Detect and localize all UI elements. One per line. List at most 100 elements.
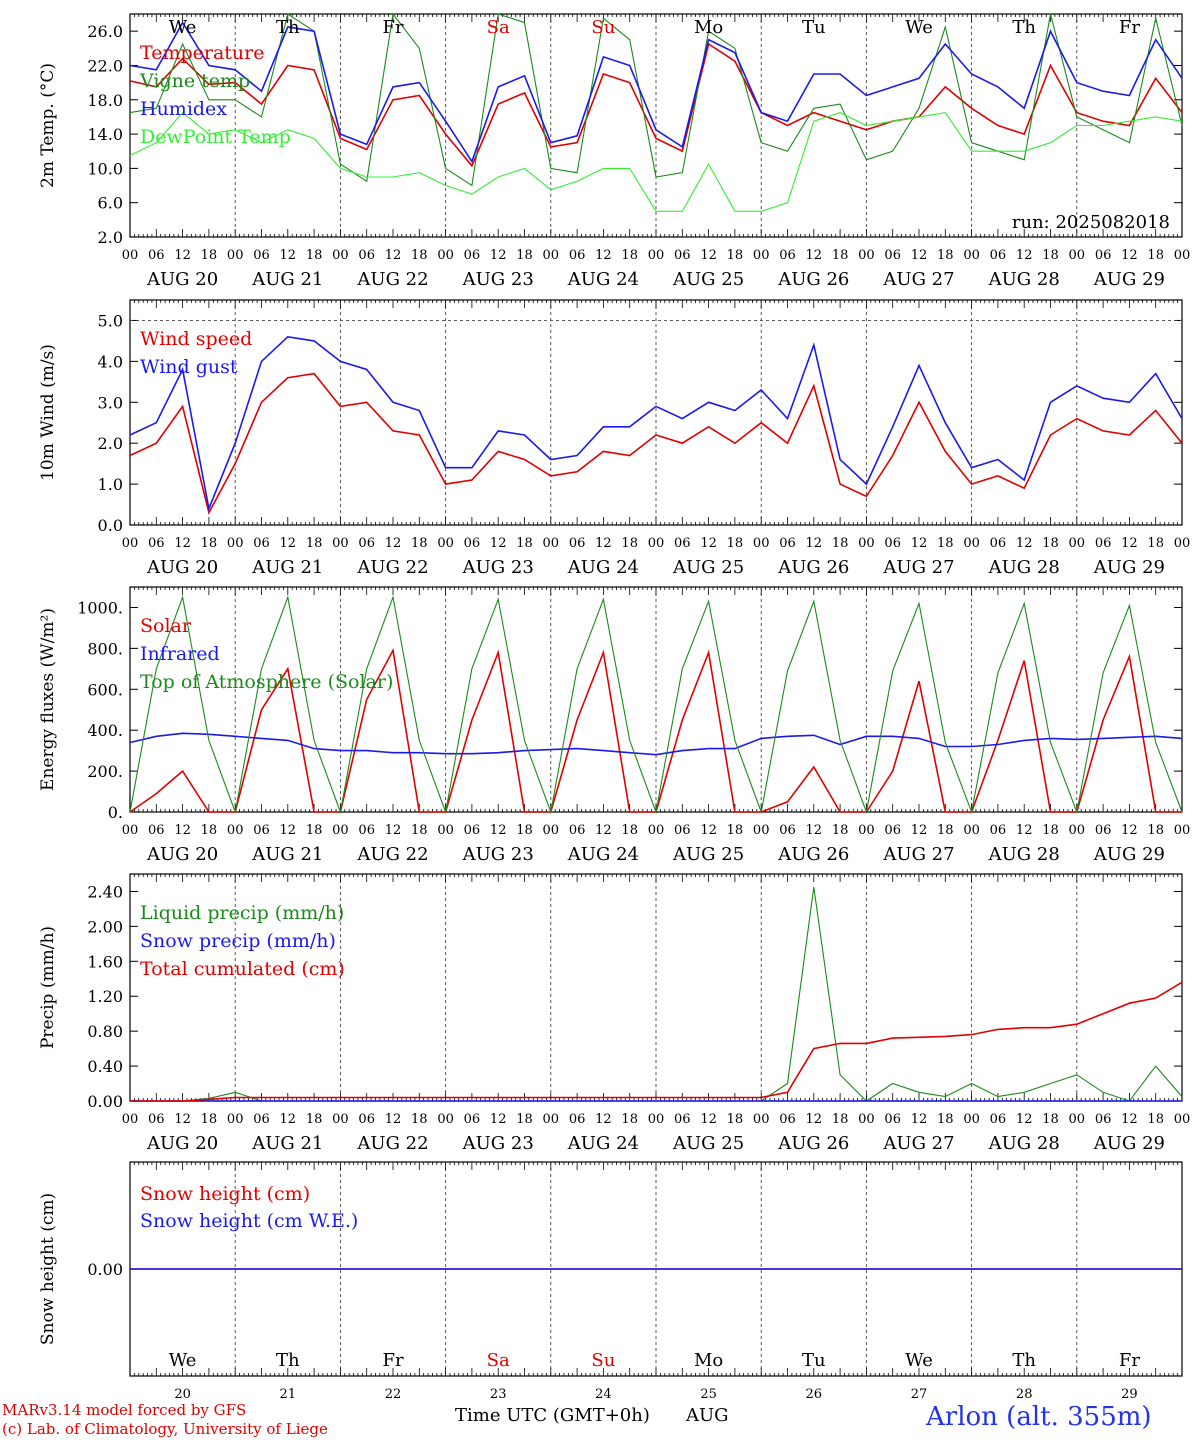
hour-tick-label: 06 <box>674 536 691 551</box>
hour-tick-label: 18 <box>727 823 744 838</box>
date-label: AUG 21 <box>251 269 323 290</box>
hour-tick-label: 06 <box>569 823 586 838</box>
hour-tick-label: 12 <box>280 1112 297 1127</box>
legend-entry: DewPoint Temp <box>140 126 291 148</box>
hour-tick-label: 00 <box>753 536 770 551</box>
hour-tick-label: 12 <box>490 536 507 551</box>
panel-frame <box>129 299 1183 526</box>
day-number-label: 29 <box>1121 1387 1138 1402</box>
hour-tick-label: 06 <box>990 1112 1007 1127</box>
hour-tick-label: 06 <box>148 1112 165 1127</box>
hour-tick-label: 00 <box>122 248 139 263</box>
y-axis-title: Precip (mm/h) <box>38 926 58 1049</box>
hour-tick-label: 06 <box>358 536 375 551</box>
hour-tick-label: 06 <box>884 823 901 838</box>
legend-entry: Infrared <box>140 643 220 665</box>
hour-tick-label: 12 <box>595 248 612 263</box>
legend-entry: Snow height (cm W.E.) <box>140 1210 358 1232</box>
y-tick-label: 26.0 <box>87 22 123 41</box>
x-axis-title: Time UTC (GMT+0h) <box>455 1405 650 1426</box>
hour-tick-label: 12 <box>490 1112 507 1127</box>
y-tick-label: 2.40 <box>87 882 123 901</box>
date-label: AUG 27 <box>882 844 954 865</box>
date-label: AUG 24 <box>567 1133 639 1154</box>
hour-tick-label: 12 <box>280 248 297 263</box>
hour-tick-label: 18 <box>516 536 533 551</box>
hour-tick-label: 06 <box>779 823 796 838</box>
hour-tick-label: 18 <box>1042 536 1059 551</box>
date-label: AUG 29 <box>1093 557 1165 578</box>
y-tick-label: 3.0 <box>98 393 123 412</box>
hour-tick-label: 18 <box>621 248 638 263</box>
hour-tick-label: 06 <box>358 1112 375 1127</box>
hour-tick-label: 18 <box>1147 248 1164 263</box>
date-label: AUG 29 <box>1093 269 1165 290</box>
hour-tick-label: 18 <box>1147 823 1164 838</box>
y-axis-title: Snow height (cm) <box>38 1193 58 1345</box>
hour-tick-label: 18 <box>411 248 428 263</box>
run-annotation: run: 2025082018 <box>1012 212 1170 233</box>
weekday-label: We <box>169 17 197 38</box>
hour-tick-label: 06 <box>464 536 481 551</box>
hour-tick-label: 12 <box>700 536 717 551</box>
hour-tick-label: 00 <box>858 536 875 551</box>
panel-5 <box>129 1161 1183 1377</box>
hour-tick-label: 06 <box>990 536 1007 551</box>
hour-tick-label: 12 <box>1016 248 1033 263</box>
hour-tick-label: 00 <box>543 1112 560 1127</box>
hour-tick-label: 06 <box>148 823 165 838</box>
series-line-3-2 <box>129 732 1183 756</box>
hour-tick-label: 12 <box>385 248 402 263</box>
hour-tick-label: 12 <box>595 536 612 551</box>
y-tick-label: 22.0 <box>87 56 123 75</box>
y-tick-label: 400. <box>87 721 123 740</box>
legend-entry: Humidex <box>140 98 227 120</box>
hour-tick-label: 00 <box>963 248 980 263</box>
date-label: AUG 21 <box>251 557 323 578</box>
hour-tick-label: 12 <box>700 823 717 838</box>
hour-tick-label: 18 <box>832 248 849 263</box>
date-label: AUG 25 <box>672 1133 744 1154</box>
date-label: AUG 27 <box>882 269 954 290</box>
hour-tick-label: 12 <box>595 1112 612 1127</box>
hour-tick-label: 06 <box>884 1112 901 1127</box>
hour-tick-label: 18 <box>516 1112 533 1127</box>
hour-tick-label: 06 <box>464 1112 481 1127</box>
date-label: AUG 21 <box>251 844 323 865</box>
hour-tick-label: 12 <box>385 536 402 551</box>
day-number-label: 28 <box>1016 1387 1033 1402</box>
date-label: AUG 24 <box>567 269 639 290</box>
hour-tick-label: 00 <box>648 536 665 551</box>
y-axis-title: 2m Temp. (°C) <box>38 63 58 188</box>
weekday-label: We <box>905 17 933 38</box>
weekday-label: Su <box>591 17 615 38</box>
hour-tick-label: 06 <box>1095 248 1112 263</box>
date-label: AUG 28 <box>988 844 1060 865</box>
hour-tick-label: 00 <box>332 1112 349 1127</box>
hour-tick-label: 00 <box>858 248 875 263</box>
weekday-label: Su <box>591 1350 615 1371</box>
hour-tick-label: 06 <box>1095 823 1112 838</box>
hour-tick-label: 06 <box>1095 536 1112 551</box>
legend-entry: Wind speed <box>140 328 252 350</box>
hour-tick-label: 06 <box>358 823 375 838</box>
weekday-label: Fr <box>382 17 403 38</box>
y-tick-label: 18.0 <box>87 91 123 110</box>
weekday-label: Th <box>276 17 300 38</box>
hour-tick-label: 12 <box>1121 248 1138 263</box>
y-tick-label: 2.0 <box>98 228 123 247</box>
legend-entry: Total cumulated (cm) <box>140 958 345 980</box>
date-label: AUG 23 <box>462 557 534 578</box>
hour-tick-label: 00 <box>122 1112 139 1127</box>
hour-tick-label: 06 <box>990 823 1007 838</box>
hour-tick-label: 12 <box>911 536 928 551</box>
hour-tick-label: 00 <box>437 536 454 551</box>
date-label: AUG 26 <box>777 269 849 290</box>
hour-tick-label: 06 <box>569 536 586 551</box>
y-tick-label: 800. <box>87 639 123 658</box>
hour-tick-label: 00 <box>753 248 770 263</box>
hour-tick-label: 18 <box>1147 536 1164 551</box>
weekday-label: Th <box>276 1350 300 1371</box>
hour-tick-label: 06 <box>148 536 165 551</box>
weekday-label: Th <box>1012 1350 1036 1371</box>
